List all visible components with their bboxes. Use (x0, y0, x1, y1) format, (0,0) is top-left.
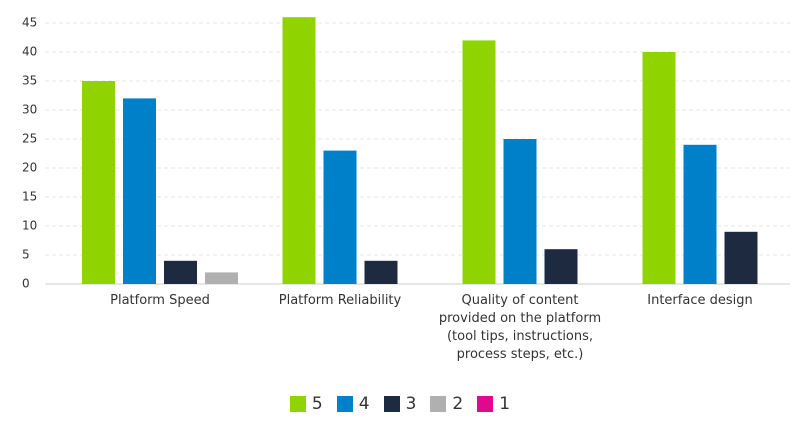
bar (544, 249, 578, 284)
legend-label: 2 (452, 394, 464, 414)
y-tick-label: 25 (22, 132, 37, 146)
legend-item: 2 (430, 394, 463, 414)
y-tick-label: 15 (22, 190, 37, 204)
bar (282, 17, 316, 284)
bar (164, 260, 197, 284)
bar (205, 272, 238, 284)
legend-swatch (383, 396, 400, 412)
y-tick-label: 30 (22, 103, 37, 117)
bar (462, 40, 496, 285)
x-tick-label: Interface design (647, 293, 753, 308)
bar (82, 81, 115, 284)
y-tick-label: 20 (22, 161, 37, 175)
legend-swatch (289, 396, 306, 412)
legend-label: 3 (405, 394, 417, 414)
legend-swatch (336, 396, 353, 412)
bar (503, 139, 537, 284)
legend-label: 4 (358, 394, 370, 414)
y-tick-label: 35 (22, 74, 37, 88)
legend-label: 5 (311, 394, 323, 414)
legend-label: 1 (499, 394, 511, 414)
bar (323, 150, 357, 284)
y-tick-label: 10 (22, 219, 37, 233)
y-tick-label: 0 (22, 277, 30, 291)
legend-item: 1 (477, 394, 510, 414)
legend-item: 5 (289, 394, 323, 414)
x-tick-label: Quality of content provided on the platf… (438, 293, 602, 362)
legend-item: 3 (383, 394, 417, 414)
bar (642, 52, 676, 284)
bar (724, 231, 758, 284)
y-tick-label: 40 (22, 45, 37, 59)
y-tick-label: 45 (22, 16, 37, 30)
legend-swatch (430, 396, 447, 412)
legend: 5 4 3 2 1 (0, 394, 800, 414)
bar (364, 260, 398, 284)
y-tick-label: 5 (22, 248, 30, 262)
x-tick-label: Platform Reliability (278, 293, 402, 308)
legend-item: 4 (336, 394, 370, 414)
bar (683, 144, 717, 284)
bar (123, 98, 156, 285)
x-tick-label: Platform Speed (110, 293, 210, 308)
legend-swatch (477, 396, 494, 412)
